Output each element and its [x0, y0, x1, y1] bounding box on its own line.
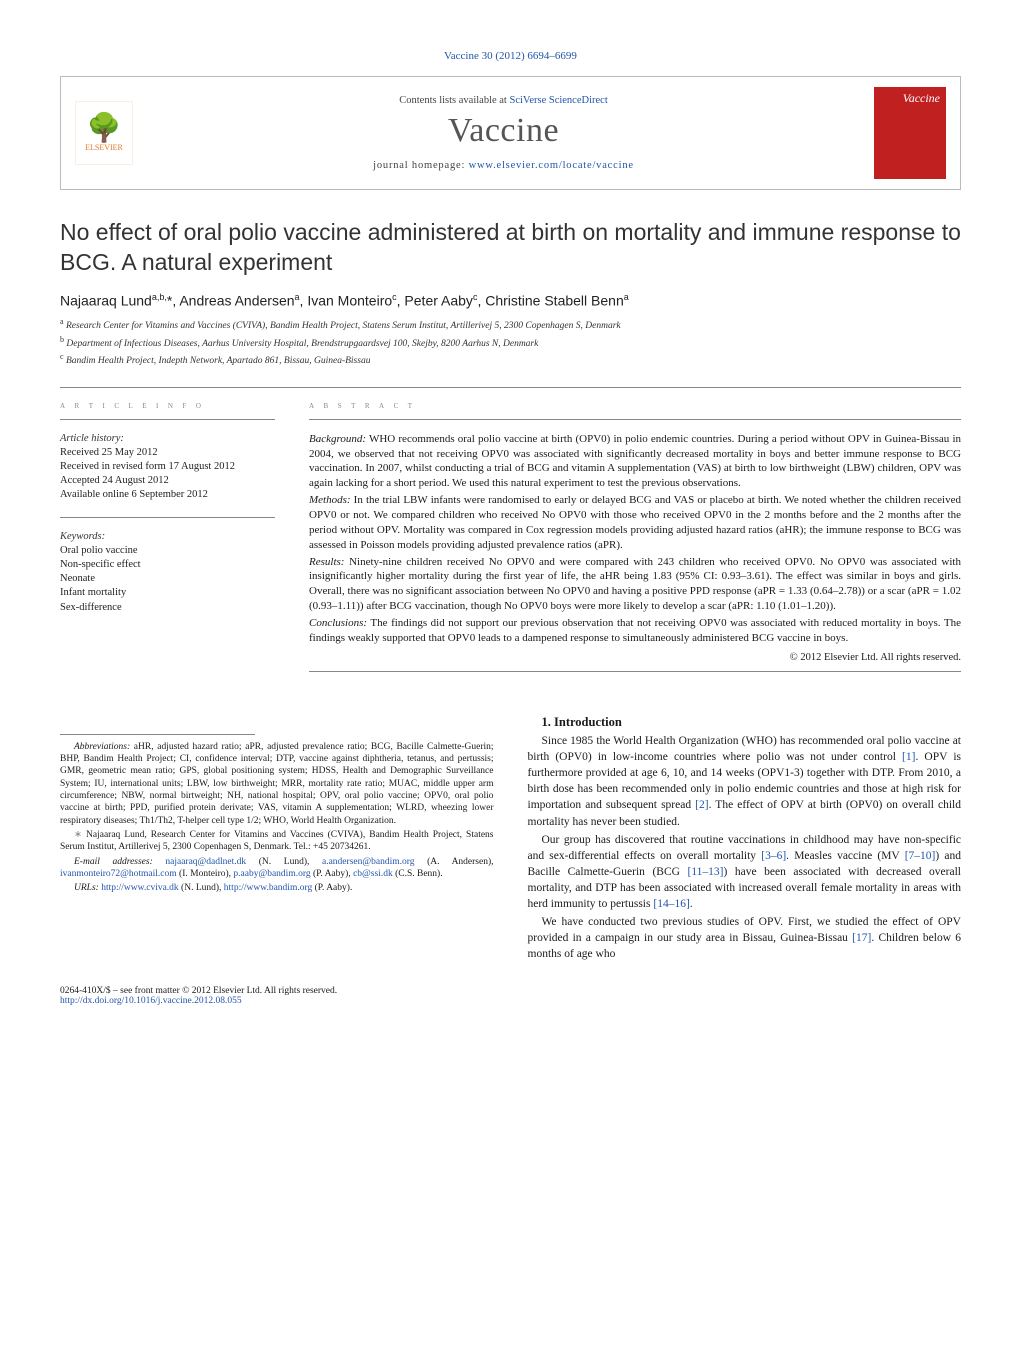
abstract-text: Background: WHO recommends oral polio va…: [309, 432, 961, 646]
ref-link[interactable]: [1]: [902, 751, 915, 763]
homepage-prefix: journal homepage:: [373, 160, 468, 171]
email-link[interactable]: a.andersen@bandim.org: [322, 857, 414, 867]
section-heading-intro: 1. Introduction: [528, 714, 962, 732]
ref-link[interactable]: [11–13]: [687, 866, 723, 878]
corr-text: Najaaraq Lund, Research Center for Vitam…: [60, 830, 494, 852]
keyword: Infant mortality: [60, 586, 275, 600]
doi-link[interactable]: http://dx.doi.org/10.1016/j.vaccine.2012…: [60, 996, 242, 1006]
elsevier-logo: 🌳 ELSEVIER: [75, 101, 133, 165]
publisher-label: ELSEVIER: [85, 143, 123, 152]
abstract-paragraph: Conclusions: The findings did not suppor…: [309, 616, 961, 646]
sciencedirect-link[interactable]: SciVerse ScienceDirect: [509, 95, 607, 106]
divider: [309, 419, 961, 420]
abstract-paragraph: Background: WHO recommends oral polio va…: [309, 432, 961, 491]
issn-line: 0264-410X/$ – see front matter © 2012 El…: [60, 986, 961, 996]
article-info-column: a r t i c l e i n f o Article history: R…: [60, 400, 275, 684]
body-paragraph: Since 1985 the World Health Organization…: [528, 733, 962, 830]
abbrev-label: Abbreviations:: [74, 742, 130, 752]
ref-link[interactable]: [14–16]: [653, 898, 689, 910]
ref-link[interactable]: [17]: [852, 932, 871, 944]
divider: [60, 419, 275, 420]
divider: [309, 671, 961, 672]
abstract-paragraph: Results: Ninety-nine children received N…: [309, 555, 961, 614]
keyword: Oral polio vaccine: [60, 544, 275, 558]
star-icon: ∗: [74, 830, 82, 840]
homepage-link[interactable]: www.elsevier.com/locate/vaccine: [469, 160, 634, 171]
url-link[interactable]: http://www.bandim.org: [224, 883, 312, 893]
email-link[interactable]: p.aaby@bandim.org: [233, 869, 310, 879]
journal-reference: Vaccine 30 (2012) 6694–6699: [60, 50, 961, 62]
abstract-paragraph: Methods: In the trial LBW infants were r…: [309, 493, 961, 552]
left-column: Abbreviations: aHR, adjusted hazard rati…: [60, 714, 494, 965]
body-paragraph: We have conducted two previous studies o…: [528, 914, 962, 962]
history-line: Received in revised form 17 August 2012: [60, 460, 275, 474]
keyword: Non-specific effect: [60, 558, 275, 572]
keywords-label: Keywords:: [60, 530, 275, 544]
cover-label: Vaccine: [903, 91, 940, 106]
header-center: Contents lists available at SciVerse Sci…: [151, 95, 856, 171]
tree-icon: 🌳: [87, 115, 122, 143]
affiliation-line: b Department of Infectious Diseases, Aar…: [60, 334, 961, 351]
footnote-divider: [60, 734, 255, 735]
email-link[interactable]: ivanmonteiro72@hotmail.com: [60, 869, 177, 879]
ref-link[interactable]: [3–6]: [761, 850, 786, 862]
history-line: Received 25 May 2012: [60, 446, 275, 460]
right-column: 1. Introduction Since 1985 the World Hea…: [528, 714, 962, 965]
affiliation-line: a Research Center for Vitamins and Vacci…: [60, 316, 961, 333]
contents-prefix: Contents lists available at: [399, 95, 509, 106]
article-info-heading: a r t i c l e i n f o: [60, 400, 275, 411]
body-paragraph: Our group has discovered that routine va…: [528, 832, 962, 912]
url-link[interactable]: http://www.cviva.dk: [101, 883, 178, 893]
history-line: Available online 6 September 2012: [60, 488, 275, 502]
author-list: Najaaraq Lunda,b,*, Andreas Andersena, I…: [60, 292, 961, 309]
divider: [60, 387, 961, 388]
footnotes: Abbreviations: aHR, adjusted hazard rati…: [60, 741, 494, 895]
abstract-column: a b s t r a c t Background: WHO recommen…: [309, 400, 961, 684]
journal-name: Vaccine: [151, 112, 856, 150]
divider: [60, 517, 275, 518]
abbrev-text: aHR, adjusted hazard ratio; aPR, adjuste…: [60, 742, 494, 826]
affiliation-line: c Bandim Health Project, Indepth Network…: [60, 351, 961, 368]
journal-ref-link[interactable]: Vaccine 30 (2012) 6694–6699: [444, 50, 577, 62]
ref-link[interactable]: [2]: [695, 799, 708, 811]
email-label: E-mail addresses:: [74, 857, 153, 867]
homepage-line: journal homepage: www.elsevier.com/locat…: [151, 160, 856, 171]
history-line: Accepted 24 August 2012: [60, 474, 275, 488]
email-link[interactable]: najaaraq@dadlnet.dk: [165, 857, 246, 867]
keywords-block: Keywords: Oral polio vaccineNon-specific…: [60, 530, 275, 615]
email-link[interactable]: cb@ssi.dk: [353, 869, 393, 879]
article-title: No effect of oral polio vaccine administ…: [60, 218, 961, 278]
abstract-copyright: © 2012 Elsevier Ltd. All rights reserved…: [309, 652, 961, 663]
keyword: Sex-difference: [60, 601, 275, 615]
urls-label: URLs:: [74, 883, 99, 893]
article-history: Article history: Received 25 May 2012Rec…: [60, 432, 275, 503]
abstract-heading: a b s t r a c t: [309, 400, 961, 411]
journal-cover-thumbnail: Vaccine: [874, 87, 946, 179]
journal-header: 🌳 ELSEVIER Contents lists available at S…: [60, 76, 961, 190]
contents-line: Contents lists available at SciVerse Sci…: [151, 95, 856, 106]
history-label: Article history:: [60, 432, 275, 446]
keyword: Neonate: [60, 572, 275, 586]
affiliations: a Research Center for Vitamins and Vacci…: [60, 316, 961, 368]
page-footer: 0264-410X/$ – see front matter © 2012 El…: [60, 986, 961, 1006]
ref-link[interactable]: [7–10]: [905, 850, 936, 862]
